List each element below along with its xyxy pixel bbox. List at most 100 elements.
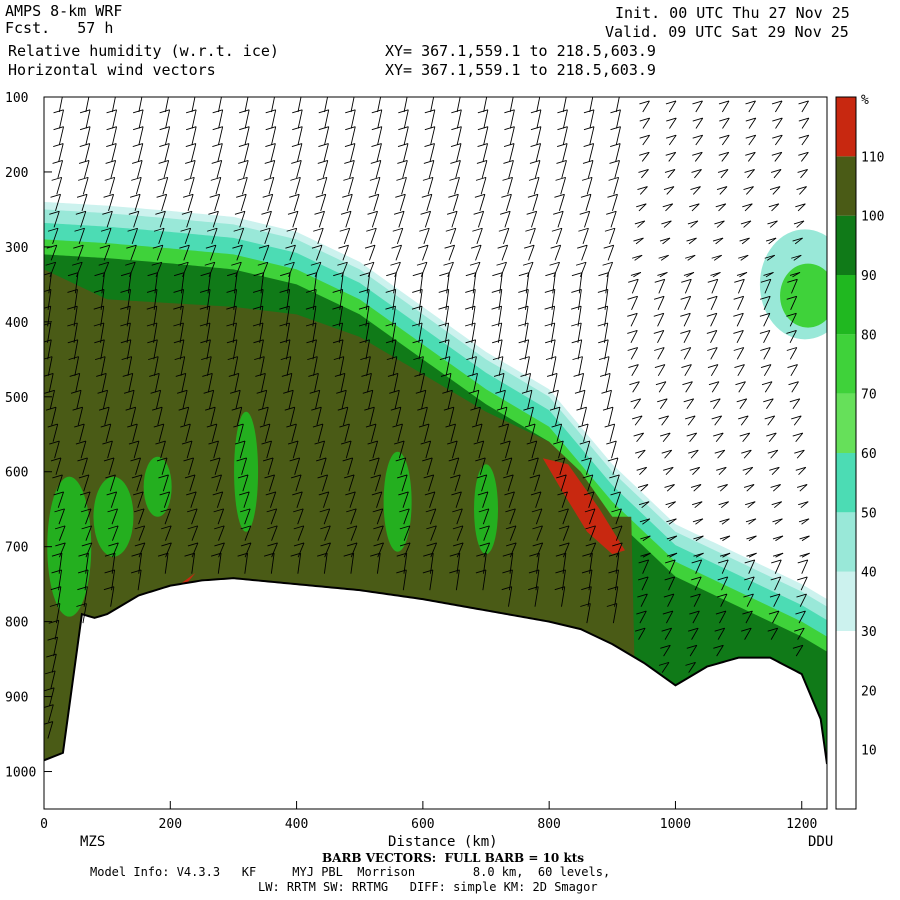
wind-barb-flag bbox=[504, 93, 514, 96]
wind-barb-flag bbox=[666, 134, 677, 139]
wind-barb bbox=[232, 339, 238, 360]
wind-barb bbox=[483, 542, 491, 558]
wind-barb-flag bbox=[501, 193, 512, 198]
wind-barb bbox=[100, 339, 105, 360]
wind-barb-flag bbox=[231, 261, 242, 266]
wind-barb bbox=[657, 364, 666, 377]
wind-barb bbox=[638, 627, 646, 640]
wind-barb bbox=[456, 109, 462, 129]
wind-barb bbox=[268, 177, 275, 195]
wind-barb-flag bbox=[78, 160, 90, 164]
x-tick-label: 400 bbox=[285, 817, 308, 832]
wind-barb-flag bbox=[438, 289, 449, 293]
wind-barb-flag bbox=[746, 552, 757, 557]
wind-barb bbox=[582, 228, 589, 245]
wind-barb-flag bbox=[632, 254, 643, 259]
model-info-physics: LW: RRTM SW: RRTMG DIFF: simple KM: 2D S… bbox=[258, 880, 598, 894]
wind-barb bbox=[111, 97, 116, 113]
wind-barb-flag bbox=[611, 525, 623, 530]
wind-barb-flag bbox=[654, 347, 665, 351]
wind-barb-flag bbox=[451, 491, 462, 496]
wind-barb bbox=[719, 186, 728, 195]
wind-barb bbox=[589, 525, 596, 541]
wind-barb-flag bbox=[470, 244, 482, 249]
wind-barb bbox=[217, 553, 222, 574]
wind-barb bbox=[428, 474, 435, 492]
wind-barb-flag bbox=[234, 210, 246, 215]
wind-barb bbox=[774, 100, 783, 113]
wind-barb-flag bbox=[551, 227, 563, 232]
wind-barb-flag bbox=[44, 339, 52, 343]
wind-barb bbox=[604, 339, 609, 360]
wind-barb-flag bbox=[239, 109, 250, 114]
wind-barb-flag bbox=[577, 244, 588, 249]
wind-barb bbox=[666, 484, 675, 492]
wind-barb-flag bbox=[339, 227, 350, 232]
wind-barb-flag bbox=[470, 406, 481, 411]
wind-barb bbox=[85, 126, 91, 146]
wind-barb bbox=[740, 415, 749, 426]
wind-barb bbox=[532, 194, 539, 212]
wind-barb bbox=[504, 211, 511, 228]
wind-barb-flag bbox=[681, 364, 692, 369]
rh-pocket-2 bbox=[143, 456, 172, 517]
wind-barb-flag bbox=[200, 272, 211, 277]
wind-barb-flag bbox=[601, 389, 612, 394]
colorbar-swatch bbox=[836, 334, 856, 394]
wind-barb-flag bbox=[359, 272, 370, 277]
wind-barb bbox=[270, 143, 276, 162]
wind-barb-flag bbox=[570, 305, 582, 310]
wind-barb bbox=[162, 177, 169, 195]
wind-barb bbox=[790, 296, 798, 311]
wind-barb-flag bbox=[742, 466, 753, 471]
wind-barb bbox=[657, 347, 665, 360]
wind-barb bbox=[529, 228, 536, 245]
wind-barb-flag bbox=[658, 661, 670, 666]
wind-barb-flag bbox=[398, 109, 409, 114]
wind-barb-flag bbox=[373, 525, 384, 530]
wind-barb bbox=[423, 423, 430, 442]
wind-barb-flag bbox=[734, 364, 745, 369]
wind-barb bbox=[191, 97, 196, 113]
wind-barb bbox=[721, 576, 729, 591]
wind-barb bbox=[533, 177, 540, 195]
wind-barb-flag bbox=[187, 525, 198, 530]
wind-barb bbox=[525, 356, 530, 376]
wind-barb bbox=[375, 474, 382, 492]
wind-barb-flag bbox=[75, 210, 86, 215]
wind-barb bbox=[530, 423, 536, 442]
wind-barb-flag bbox=[361, 373, 372, 377]
wind-barb-flag bbox=[583, 491, 595, 496]
wind-barb bbox=[482, 508, 490, 525]
wind-barb-flag bbox=[665, 501, 676, 506]
wind-barb-flag bbox=[395, 193, 406, 198]
wind-barb-flag bbox=[799, 552, 810, 557]
wind-barb bbox=[526, 373, 531, 393]
wind-barb bbox=[318, 211, 325, 228]
wind-barb-flag bbox=[503, 143, 515, 147]
wind-barb-flag bbox=[438, 322, 449, 327]
wind-barb-flag bbox=[263, 552, 275, 557]
wind-barb-flag bbox=[741, 449, 752, 454]
wind-barb-flag bbox=[744, 576, 755, 581]
wind-barb bbox=[267, 194, 274, 212]
wind-barb bbox=[239, 440, 246, 459]
wind-barb-flag bbox=[385, 339, 397, 344]
wind-barb-flag bbox=[639, 151, 650, 156]
terrain-fill bbox=[44, 578, 827, 809]
wind-barb-flag bbox=[491, 305, 502, 310]
wind-barb-flag bbox=[175, 373, 186, 377]
wind-barb-flag bbox=[745, 134, 756, 139]
wind-barb bbox=[588, 508, 596, 525]
wind-barb bbox=[667, 593, 675, 607]
wind-barb bbox=[214, 194, 221, 212]
wind-barb-flag bbox=[792, 237, 803, 242]
wind-barb bbox=[683, 330, 691, 344]
wind-barb-flag bbox=[291, 143, 303, 147]
wind-barb-flag bbox=[638, 169, 649, 173]
wind-barb bbox=[471, 339, 477, 360]
wind-barb bbox=[138, 542, 146, 558]
wind-barb-flag bbox=[795, 203, 806, 208]
wind-barb-flag bbox=[438, 339, 450, 344]
wind-barb bbox=[792, 398, 801, 410]
